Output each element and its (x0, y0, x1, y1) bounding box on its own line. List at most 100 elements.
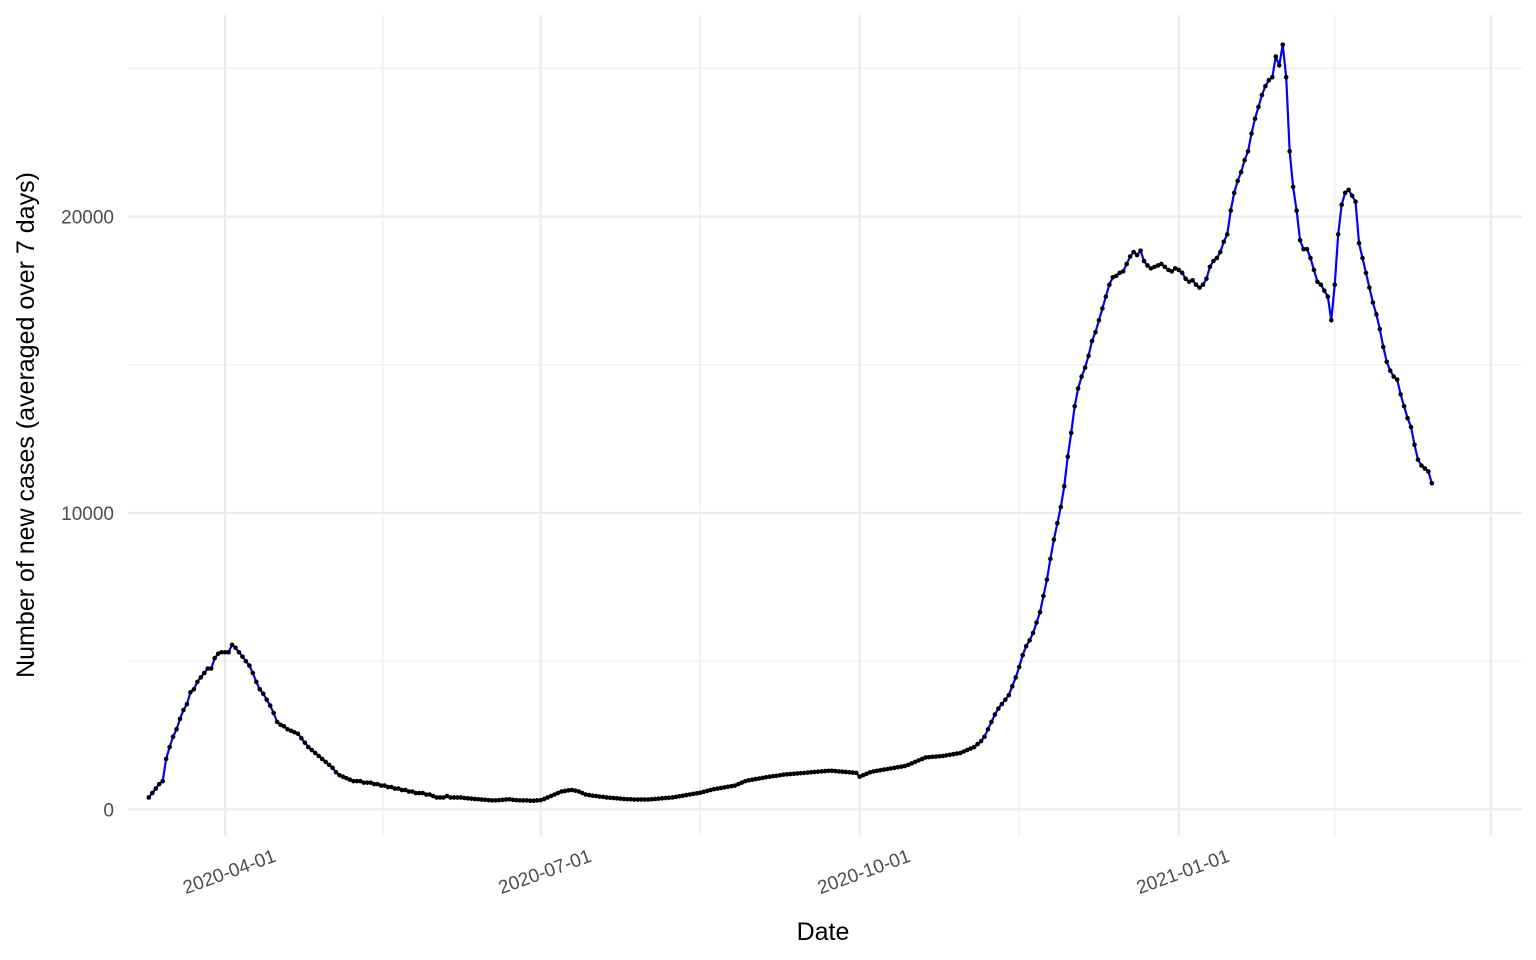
data-point (1058, 504, 1064, 510)
data-point (205, 666, 211, 671)
data-point (385, 784, 391, 790)
data-point (1297, 237, 1303, 243)
data-point (534, 798, 540, 803)
data-point (1183, 276, 1188, 282)
data-point (1401, 403, 1407, 409)
data-point (815, 769, 821, 774)
data-point (1186, 279, 1192, 285)
data-point (777, 772, 783, 778)
data-point (146, 795, 152, 800)
data-point (860, 772, 866, 778)
data-point (531, 798, 537, 804)
data-point (406, 789, 412, 794)
data-point (926, 754, 932, 760)
data-point (1266, 77, 1272, 83)
data-point (631, 797, 637, 802)
data-point (1082, 365, 1088, 371)
data-point (177, 716, 183, 722)
x-tick-label: 2020-10-01 (815, 846, 914, 899)
data-point (1159, 261, 1164, 267)
data-point (455, 795, 460, 800)
data-point (1055, 521, 1060, 526)
data-point (957, 750, 963, 756)
data-point (954, 751, 960, 756)
data-point (198, 675, 204, 680)
data-point (507, 796, 512, 802)
data-point (1283, 74, 1289, 80)
data-point (1384, 359, 1390, 365)
data-point (344, 775, 349, 781)
data-point (559, 789, 564, 794)
data-point (1263, 83, 1268, 89)
data-point (902, 763, 908, 769)
data-point (708, 787, 713, 793)
data-point (1419, 463, 1424, 468)
data-point (1287, 149, 1292, 154)
data-point (465, 796, 471, 801)
data-point (545, 795, 550, 800)
data-point (812, 769, 817, 775)
data-point (625, 796, 630, 802)
data-point (1394, 377, 1400, 382)
data-point (1304, 246, 1310, 252)
data-point (888, 766, 894, 771)
data-point (784, 772, 790, 777)
data-point (1398, 392, 1403, 397)
data-point (739, 780, 745, 785)
data-point (1245, 149, 1251, 154)
data-point (1190, 277, 1195, 283)
data-point (1290, 184, 1296, 190)
data-point (1412, 442, 1417, 448)
data-point (843, 769, 849, 775)
data-point (1044, 577, 1050, 582)
data-point (742, 778, 748, 784)
data-point (358, 778, 363, 784)
data-point (600, 794, 606, 800)
data-point (566, 788, 571, 793)
data-point (448, 795, 453, 800)
data-point (1211, 258, 1216, 264)
data-point (853, 770, 859, 776)
data-point (919, 756, 925, 762)
data-point (1252, 116, 1258, 122)
data-point (1079, 374, 1084, 379)
data-point (337, 772, 342, 778)
data-point (607, 795, 613, 801)
data-point (149, 790, 155, 796)
data-point (302, 740, 308, 745)
data-point (905, 762, 911, 768)
data-point (1197, 285, 1202, 290)
data-point (1016, 664, 1022, 670)
data-point (874, 768, 880, 774)
data-point (475, 796, 481, 802)
data-point (364, 780, 370, 785)
data-point (462, 795, 467, 801)
data-point (1179, 270, 1185, 276)
data-point (1117, 270, 1123, 276)
data-point (1006, 692, 1012, 698)
x-tick-label: 2021-01-01 (1134, 846, 1233, 899)
data-point (1096, 317, 1102, 323)
data-point (469, 796, 474, 801)
data-point (236, 649, 242, 655)
data-point (420, 790, 426, 796)
data-point (1273, 54, 1279, 59)
data-point (1238, 169, 1244, 175)
data-point (1172, 266, 1178, 271)
data-point (916, 758, 921, 763)
data-point (247, 663, 252, 668)
data-point (1169, 269, 1175, 274)
data-point (1339, 202, 1344, 207)
data-point (1009, 684, 1015, 689)
data-point (663, 795, 668, 801)
data-point (690, 791, 696, 797)
data-point (725, 784, 731, 790)
data-point (347, 777, 353, 782)
data-point (1408, 424, 1414, 430)
data-point (1311, 267, 1317, 273)
data-point (378, 783, 384, 788)
data-point (711, 786, 717, 792)
data-point (1120, 269, 1126, 274)
data-point (1415, 457, 1421, 462)
data-point (788, 771, 793, 777)
